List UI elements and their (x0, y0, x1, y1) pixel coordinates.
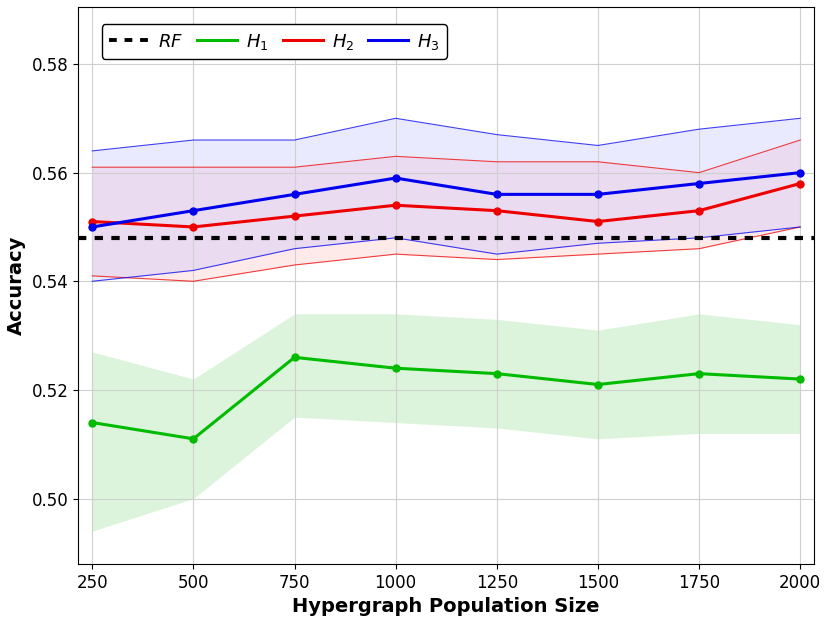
Y-axis label: Accuracy: Accuracy (7, 235, 26, 335)
X-axis label: Hypergraph Population Size: Hypergraph Population Size (292, 597, 600, 616)
Legend: $RF$, $H_1$, $H_2$, $H_3$: $RF$, $H_1$, $H_2$, $H_3$ (102, 24, 447, 59)
